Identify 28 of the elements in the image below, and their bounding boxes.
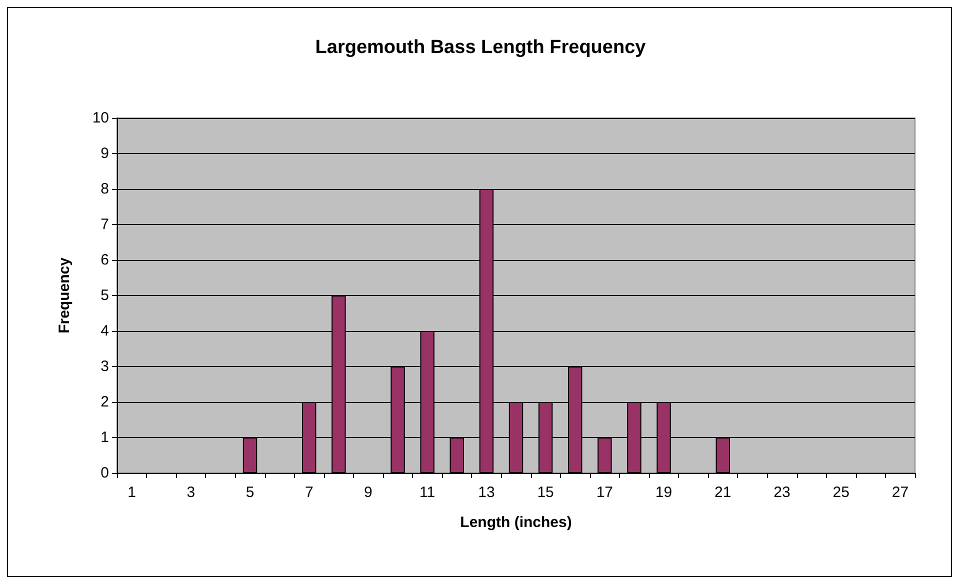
x-tick-label: 21 — [714, 484, 732, 501]
y-tick-label: 4 — [100, 322, 109, 340]
y-tick-label: 2 — [100, 394, 109, 410]
x-tick-label: 17 — [596, 484, 614, 501]
x-tick-label: 25 — [832, 484, 850, 501]
x-axis-title: Length (inches) — [460, 514, 572, 531]
y-tick-label: 5 — [100, 287, 109, 304]
y-tick-label: 6 — [100, 252, 109, 268]
x-tick-label: 27 — [892, 484, 909, 501]
chart-title: Largemouth Bass Length Frequency — [315, 37, 646, 58]
y-tick-label: 1 — [100, 429, 109, 446]
y-tick-label: 10 — [92, 110, 109, 126]
x-tick-label: 5 — [246, 484, 254, 501]
y-tick-label: 8 — [100, 180, 109, 198]
x-tick-label: 9 — [364, 484, 372, 501]
y-tick-label: 3 — [100, 358, 109, 375]
x-tick-label: 11 — [420, 484, 436, 501]
x-tick-label: 23 — [774, 484, 790, 501]
y-axis-title: Frequency — [56, 256, 73, 334]
y-tick-label: 0 — [100, 464, 109, 482]
x-tick-label: 13 — [478, 484, 495, 501]
x-tick-label: 15 — [537, 484, 554, 501]
y-tick-label: 7 — [100, 216, 109, 233]
x-tick-label: 19 — [655, 484, 672, 501]
x-tick-label: 1 — [128, 484, 136, 501]
y-tick-label: 9 — [100, 145, 109, 162]
x-tick-label: 3 — [186, 484, 196, 501]
x-tick-label: 7 — [304, 484, 314, 501]
